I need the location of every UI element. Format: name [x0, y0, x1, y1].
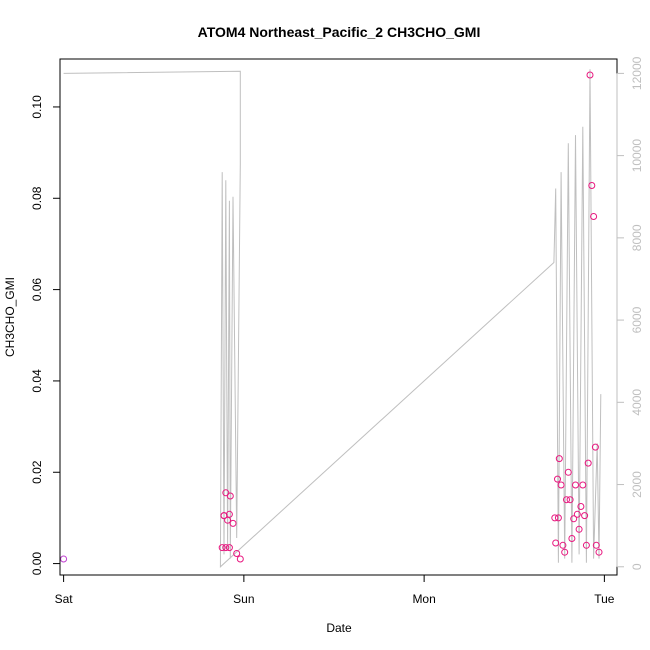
points-series — [60, 71, 603, 563]
data-point — [573, 510, 581, 518]
y-tick-label: 0.02 — [30, 460, 44, 484]
data-point — [595, 548, 603, 556]
data-point — [554, 514, 562, 522]
data-point — [566, 496, 574, 504]
data-point — [555, 455, 563, 463]
data-point — [588, 182, 596, 189]
y-tick-label: 0.06 — [30, 278, 44, 302]
data-point — [575, 525, 583, 533]
x-axis-label: Date — [326, 621, 352, 635]
y2-tick-label: 6000 — [630, 306, 644, 333]
data-point — [577, 503, 585, 510]
data-point — [572, 481, 579, 489]
x-axis: Sat Sun Mon Tue — [55, 574, 615, 606]
y-tick-label: 0.10 — [30, 95, 44, 119]
data-point — [592, 541, 600, 549]
data-point — [551, 514, 559, 522]
data-point — [582, 541, 590, 549]
data-point — [564, 468, 572, 476]
data-point — [233, 550, 241, 557]
y-tick-label: 0.04 — [30, 369, 44, 393]
y2-tick-label: 0 — [630, 563, 644, 570]
data-point — [222, 544, 230, 552]
x-tick-label: Mon — [412, 592, 435, 606]
data-point — [561, 548, 569, 556]
y2-tick-label: 10000 — [630, 139, 644, 173]
y-axis: 0.00 0.02 0.04 0.06 0.08 0.10 — [30, 95, 61, 576]
y2-tick-label: 8000 — [630, 224, 644, 251]
data-point — [554, 475, 561, 483]
data-point — [222, 489, 230, 497]
data-point — [225, 544, 233, 552]
x-tick-label: Sat — [55, 592, 74, 606]
data-point — [557, 481, 565, 489]
y-axis-label: CH3CHO_GMI — [3, 277, 17, 357]
x-tick-label: Sun — [233, 592, 254, 606]
data-point — [218, 544, 226, 552]
data-point — [568, 535, 576, 542]
data-point — [584, 459, 592, 467]
y2-tick-label: 4000 — [630, 389, 644, 416]
y2-tick-label: 2000 — [630, 471, 644, 498]
y-tick-label: 0.08 — [30, 186, 44, 210]
series-line — [63, 69, 602, 568]
y-tick-label: 0.00 — [30, 552, 44, 576]
data-point — [236, 555, 244, 563]
data-point — [581, 512, 589, 520]
chart-title: ATOM4 Northeast_Pacific_2 CH3CHO_GMI — [198, 24, 481, 40]
data-point — [579, 481, 587, 489]
data-point — [590, 213, 598, 220]
y2-axis: 0 2000 4000 6000 8000 10000 12000 — [616, 56, 644, 570]
data-point — [591, 443, 599, 451]
plot-frame — [59, 58, 618, 576]
data-point — [552, 539, 560, 547]
data-point — [226, 492, 234, 500]
data-point — [570, 515, 578, 523]
data-point — [229, 519, 237, 527]
data-point — [586, 71, 594, 79]
data-point — [563, 496, 570, 504]
y2-tick-label: 12000 — [630, 56, 644, 90]
x-tick-label: Tue — [594, 592, 615, 606]
data-point — [220, 512, 228, 520]
line-series — [63, 69, 602, 568]
data-point — [559, 541, 567, 549]
data-point — [60, 555, 68, 563]
